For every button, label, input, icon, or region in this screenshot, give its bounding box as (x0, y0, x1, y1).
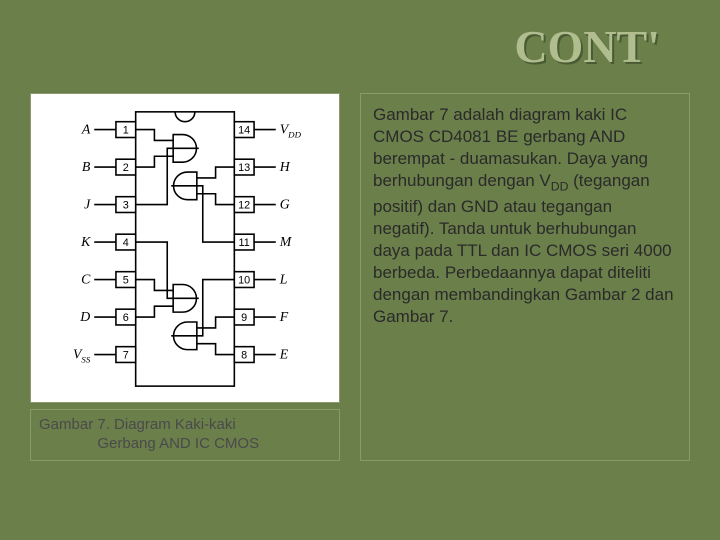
svg-text:E: E (279, 347, 289, 362)
svg-text:10: 10 (238, 275, 250, 287)
svg-text:4: 4 (123, 237, 129, 249)
svg-text:VDD: VDD (280, 122, 302, 140)
caption-line2: Gerbang AND IC CMOS (97, 435, 259, 452)
svg-text:K: K (80, 234, 91, 249)
svg-text:2: 2 (123, 162, 129, 174)
svg-text:J: J (84, 197, 91, 212)
svg-text:1: 1 (123, 125, 129, 137)
svg-text:M: M (279, 234, 293, 249)
svg-text:L: L (279, 272, 288, 287)
svg-text:B: B (82, 159, 91, 174)
svg-text:C: C (81, 272, 91, 287)
slide-title: CONT' (30, 20, 660, 73)
svg-text:9: 9 (241, 312, 247, 324)
left-column: 1 A 2 B 3 J 4 K 5 C 6 D 7 VSS 14 VDD 13 H 12 G 11 M 10 L 9 F 8 E Ga… (30, 93, 340, 461)
svg-text:D: D (79, 309, 90, 324)
svg-text:6: 6 (123, 312, 129, 324)
svg-text:F: F (279, 309, 289, 324)
content-row: 1 A 2 B 3 J 4 K 5 C 6 D 7 VSS 14 VDD 13 H 12 G 11 M 10 L 9 F 8 E Ga… (30, 93, 690, 461)
svg-text:13: 13 (238, 162, 250, 174)
svg-text:12: 12 (238, 200, 250, 212)
caption-line1: Gambar 7. Diagram Kaki-kaki (39, 416, 236, 433)
svg-text:8: 8 (241, 350, 247, 362)
svg-text:5: 5 (123, 275, 129, 287)
slide: CONT' 1 A 2 B 3 J 4 K 5 C 6 D 7 VSS 14 VDD 13 H 12 G 11 M 10 L 9… (0, 0, 720, 540)
body-sub1: DD (551, 180, 569, 194)
svg-text:A: A (81, 122, 91, 137)
svg-text:G: G (280, 197, 290, 212)
ic-pinout-svg: 1 A 2 B 3 J 4 K 5 C 6 D 7 VSS 14 VDD 13 H 12 G 11 M 10 L 9 F 8 E (37, 100, 333, 396)
svg-text:14: 14 (238, 125, 250, 137)
svg-text:VSS: VSS (73, 347, 91, 365)
svg-text:7: 7 (123, 350, 129, 362)
ic-diagram: 1 A 2 B 3 J 4 K 5 C 6 D 7 VSS 14 VDD 13 H 12 G 11 M 10 L 9 F 8 E (30, 93, 340, 403)
body-text: Gambar 7 adalah diagram kaki IC CMOS CD4… (360, 93, 690, 461)
svg-text:11: 11 (239, 237, 250, 249)
svg-text:3: 3 (123, 200, 129, 212)
body-mid: (tegangan positif) dan GND atau tegangan… (373, 171, 674, 326)
figure-caption: Gambar 7. Diagram Kaki-kaki Gerbang AND … (30, 409, 340, 461)
svg-text:H: H (279, 159, 291, 174)
